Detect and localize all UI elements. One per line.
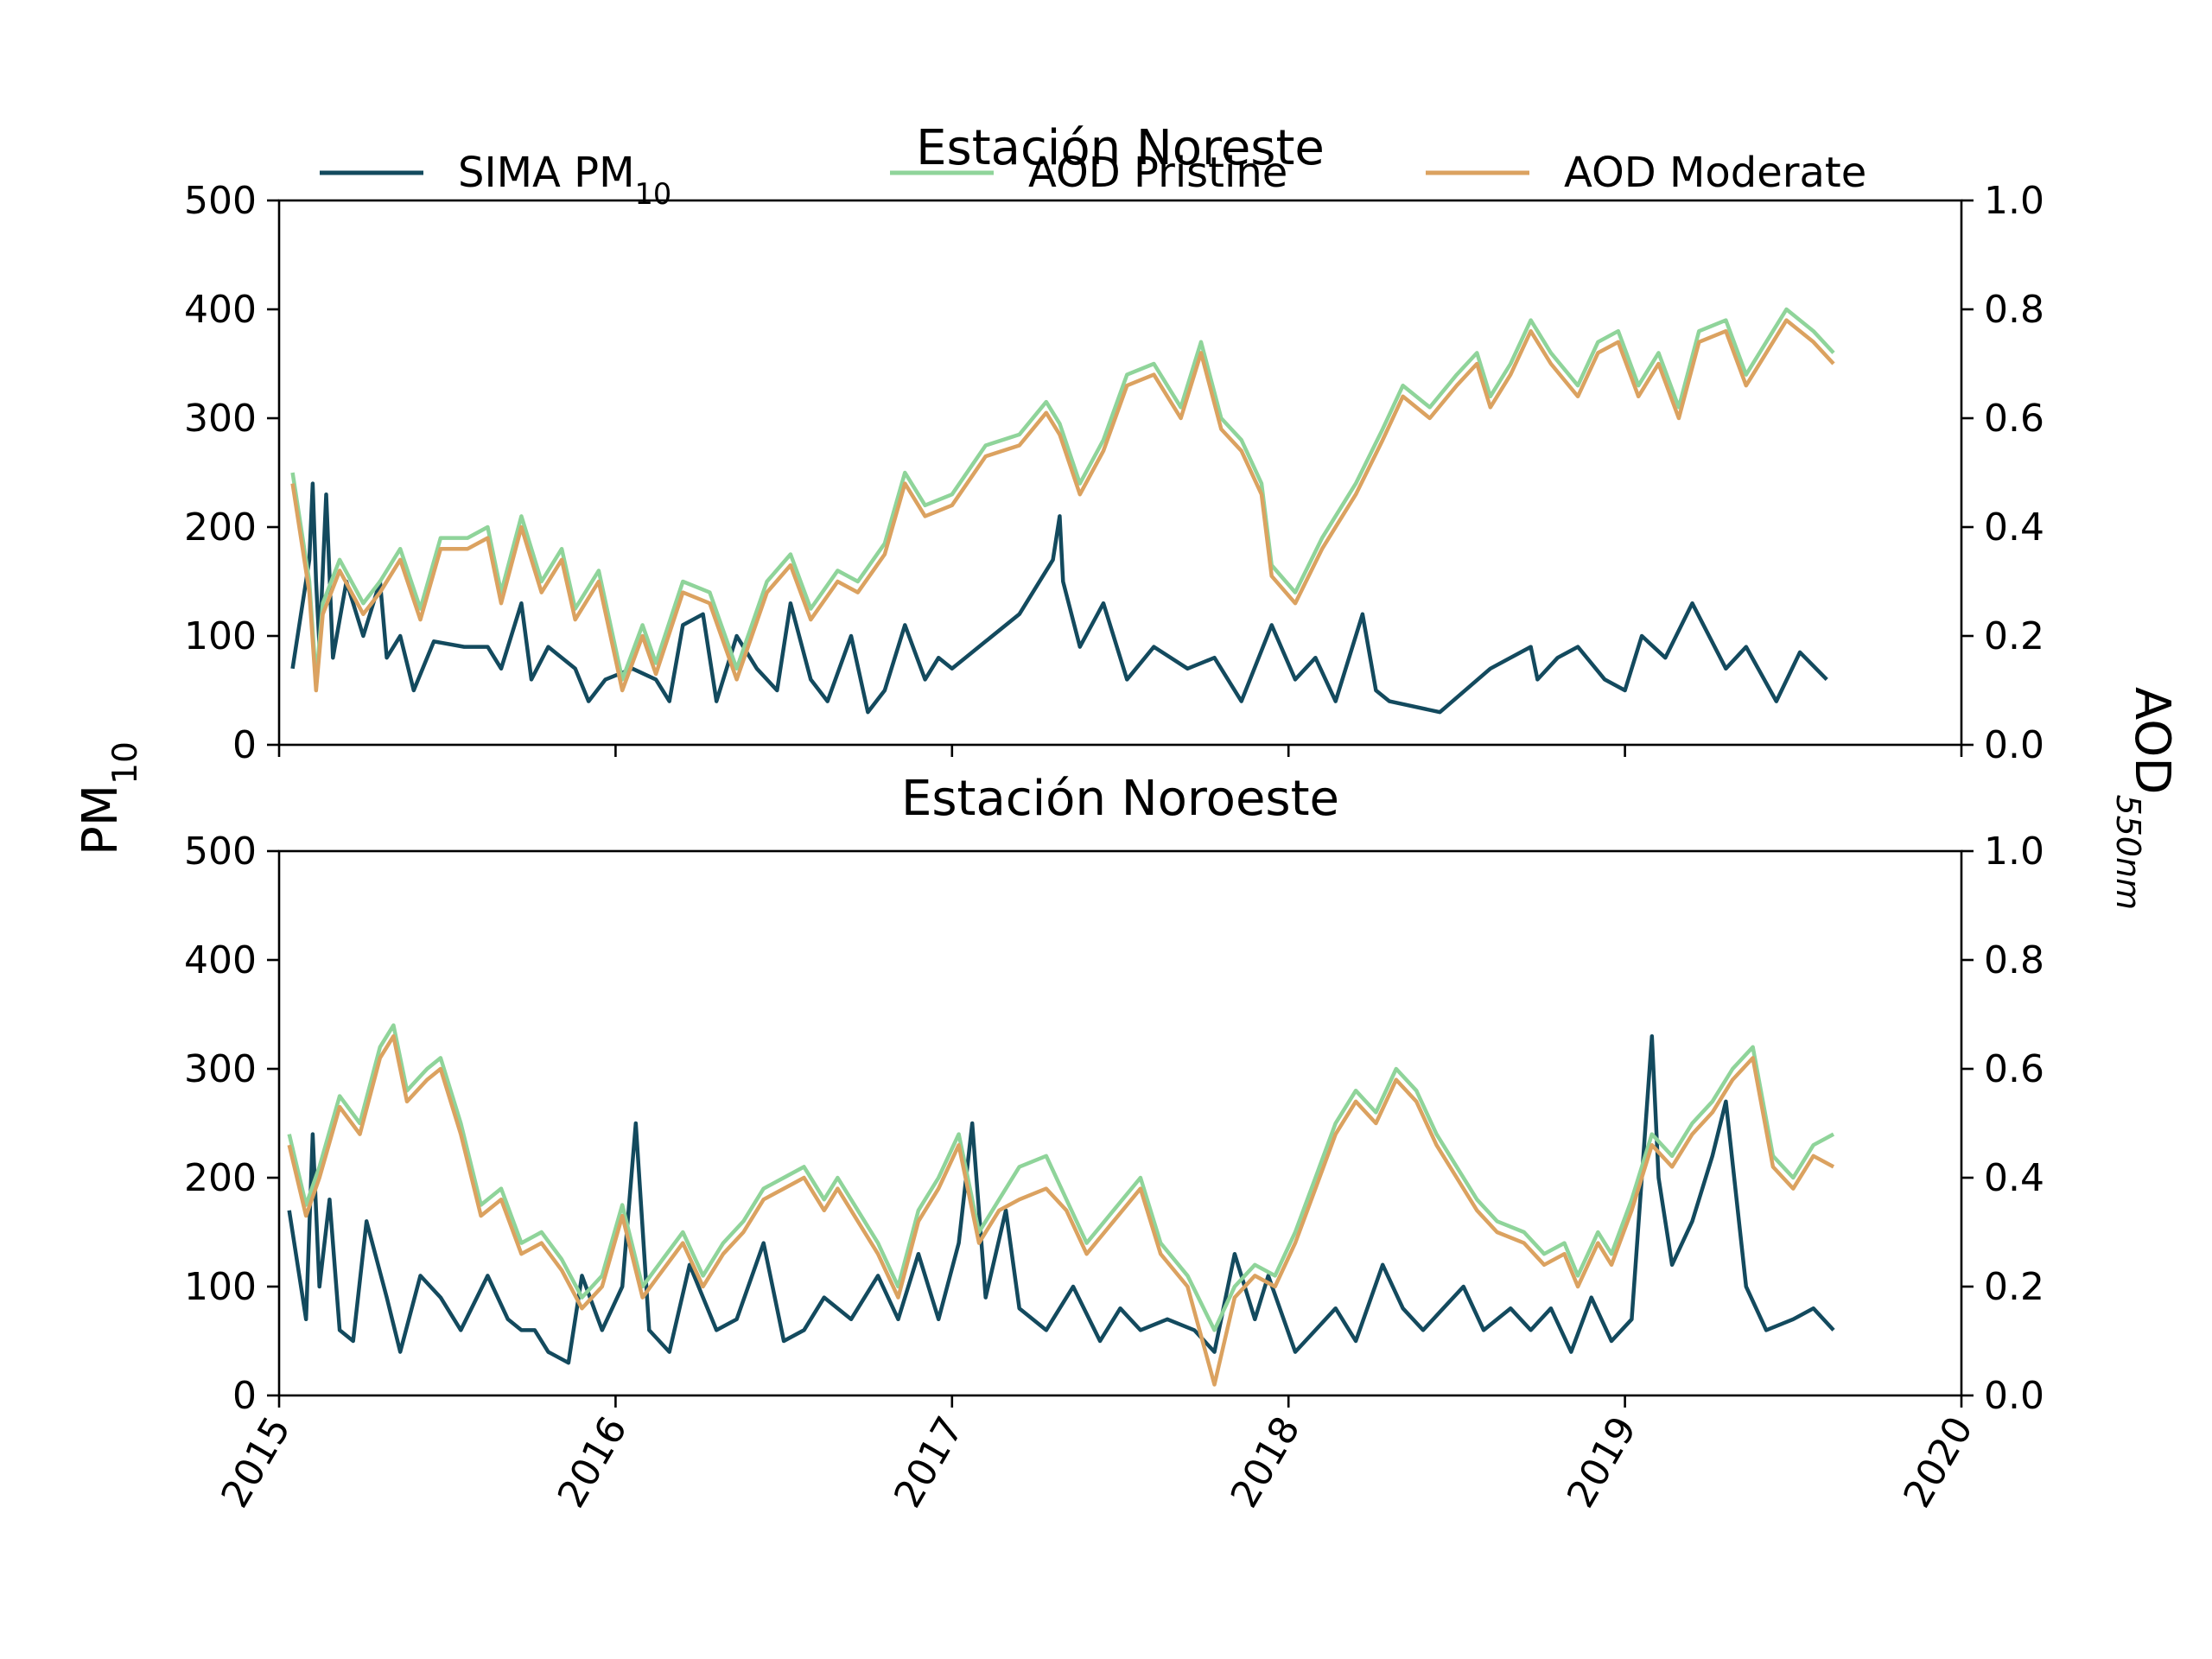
y-right-tick-label: 0.4 <box>1984 505 2044 550</box>
y-right-tick-label: 0.8 <box>1984 938 2044 982</box>
series-line-aod-pristine <box>287 1023 1835 1332</box>
y-tick-label: 100 <box>184 1265 257 1309</box>
shared-axis-labels: PM10 AOD550nm <box>73 687 2180 910</box>
y-tick-label: 200 <box>184 505 257 550</box>
y-right-tick-label: 1.0 <box>1984 179 2044 223</box>
panel-title: Estación Noreste <box>916 120 1325 176</box>
y-tick-label: 300 <box>184 397 257 441</box>
legend-label: SIMA PM10 <box>458 149 671 211</box>
plot-frame <box>277 199 1963 747</box>
y-right-tick-label: 0.2 <box>1984 614 2044 658</box>
y-right-tick-label: 0.8 <box>1984 288 2044 332</box>
legend: SIMA PM10 AOD Pristine AOD Moderate <box>320 149 1866 211</box>
series-line-aod-moderate <box>290 318 1835 693</box>
y-right-tick-label: 0.6 <box>1984 1047 2044 1091</box>
panel-title: Estación Noroeste <box>901 771 1339 827</box>
y-tick-label: 400 <box>184 938 257 982</box>
y-right-tick-label: 0.6 <box>1984 397 2044 441</box>
y-axis-label: PM10 <box>73 741 145 855</box>
series-line-sima-pm10 <box>290 481 1828 715</box>
y-tick-label: 400 <box>184 288 257 332</box>
y-right-tick-label: 0.0 <box>1984 723 2044 767</box>
y-right-tick-label: 0.2 <box>1984 1265 2044 1309</box>
y-right-axis-label: AOD550nm <box>2109 687 2180 910</box>
panel-noroeste: Estación Noroeste 0 100 200 300 400 500 0.0 0.2 0… <box>184 771 2044 1515</box>
y-tick-label: 200 <box>184 1156 257 1200</box>
x-tick-label: 2016 <box>550 1409 636 1515</box>
y-right-tick-label: 1.0 <box>1984 830 2044 874</box>
y-tick-label: 500 <box>184 179 257 223</box>
series-line-aod-pristine <box>290 307 1835 682</box>
y-tick-label: 0 <box>232 723 257 767</box>
x-tick-label: 2017 <box>886 1409 972 1515</box>
series-group <box>287 1023 1835 1387</box>
x-tick-label: 2019 <box>1559 1409 1645 1515</box>
y-right-tick-label: 0.0 <box>1984 1374 2044 1418</box>
x-tick-label: 2015 <box>213 1409 299 1515</box>
y-tick-label: 100 <box>184 614 257 658</box>
series-group <box>290 307 1835 715</box>
y-tick-label: 300 <box>184 1047 257 1091</box>
x-tick-label: 2020 <box>1895 1409 1981 1515</box>
series-line-aod-moderate <box>287 1033 1835 1387</box>
plot-frame <box>277 849 1963 1397</box>
x-tick-label: 2018 <box>1223 1409 1309 1515</box>
legend-label: AOD Moderate <box>1564 149 1866 197</box>
series-line-sima-pm10 <box>287 1033 1835 1365</box>
y-tick-label: 500 <box>184 830 257 874</box>
y-right-tick-label: 0.4 <box>1984 1156 2044 1200</box>
y-tick-label: 0 <box>232 1374 257 1418</box>
legend-label: AOD Pristine <box>1028 149 1287 197</box>
panel-noreste: Estación Noreste 0 100 200 300 400 500 0.0 0.2 0.… <box>184 120 2044 767</box>
